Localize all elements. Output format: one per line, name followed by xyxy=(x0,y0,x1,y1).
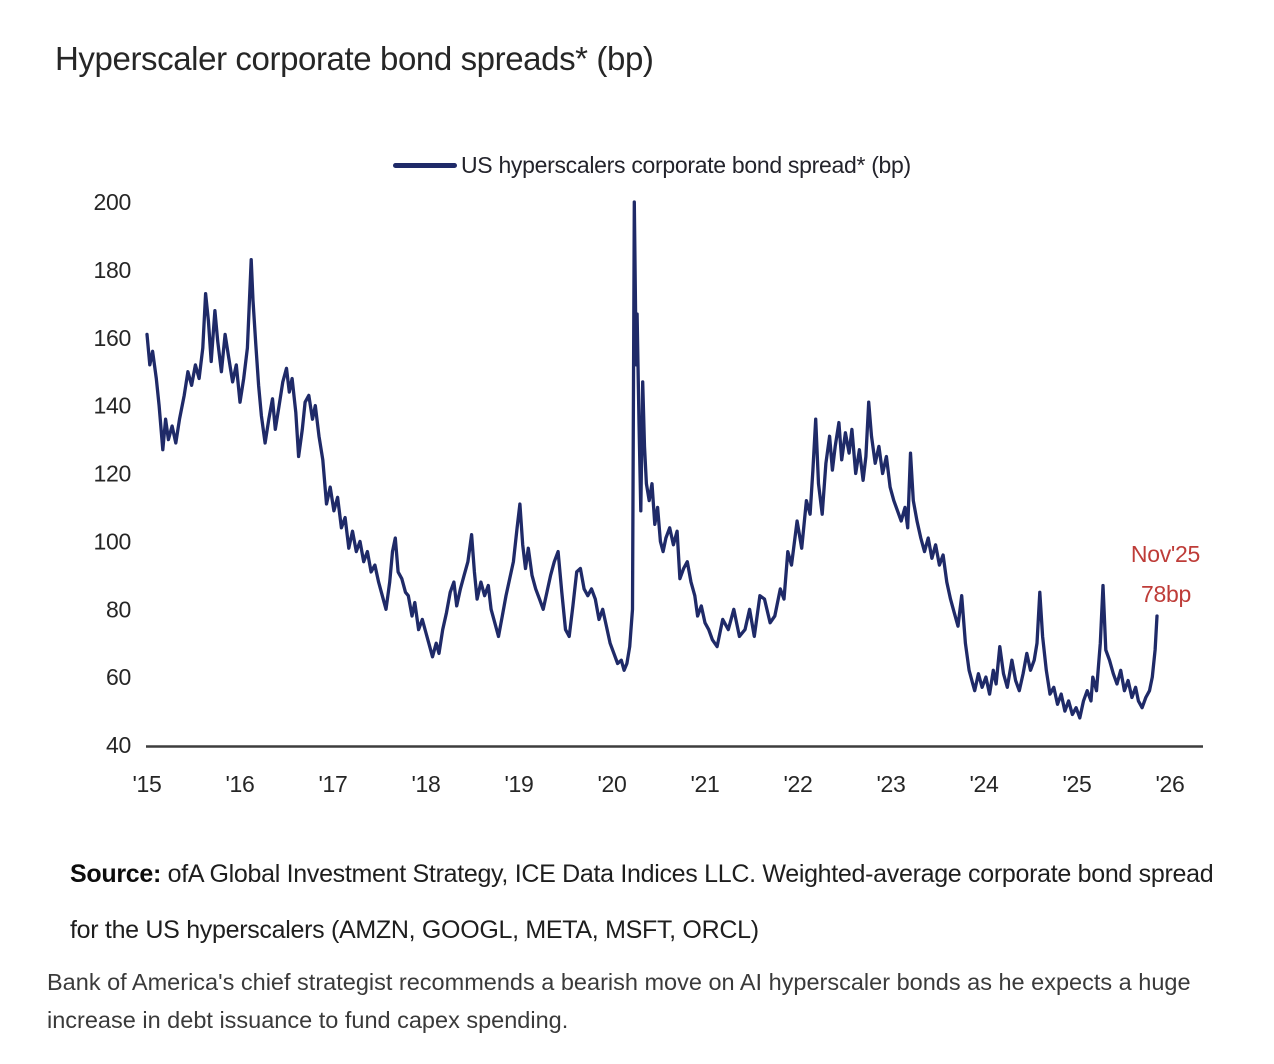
spread-line-series xyxy=(145,200,1159,720)
chart-title: Hyperscaler corporate bond spreads* (bp) xyxy=(55,40,654,77)
article-caption: Bank of America's chief strategist recom… xyxy=(47,969,1191,1033)
y-tick-140: 140 xyxy=(94,393,131,419)
chart-legend: US hyperscalers corporate bond spread* (… xyxy=(393,151,911,178)
x-tick-2026: '26 xyxy=(1155,771,1184,797)
x-tick-2016: '16 xyxy=(225,771,254,797)
y-axis-labels: 200 180 160 140 120 100 80 60 40 xyxy=(94,189,132,758)
legend-line-swatch xyxy=(393,162,457,168)
y-tick-200: 200 xyxy=(94,189,131,215)
y-tick-120: 120 xyxy=(94,461,131,487)
y-tick-60: 60 xyxy=(106,664,131,690)
y-tick-100: 100 xyxy=(94,528,131,554)
source-text: ofA Global Investment Strategy, ICE Data… xyxy=(70,860,1214,944)
legend-label: US hyperscalers corporate bond spread* (… xyxy=(461,151,911,178)
x-tick-2019: '19 xyxy=(504,771,533,797)
x-axis-labels: '15 '16 '17 '18 '19 '20 '21 '22 '23 '24 '25 '26 xyxy=(132,771,1184,797)
annotation-nov25-label: Nov'25 xyxy=(1131,541,1200,567)
annotation-78bp-label: 78bp xyxy=(1141,581,1191,607)
y-tick-180: 180 xyxy=(94,257,131,283)
x-tick-2017: '17 xyxy=(318,771,347,797)
x-tick-2025: '25 xyxy=(1062,771,1091,797)
x-tick-2020: '20 xyxy=(597,771,626,797)
x-tick-2021: '21 xyxy=(690,771,719,797)
x-tick-2015: '15 xyxy=(132,771,161,797)
y-tick-80: 80 xyxy=(106,596,131,622)
x-tick-2022: '22 xyxy=(783,771,812,797)
y-tick-40: 40 xyxy=(106,732,131,758)
x-tick-2024: '24 xyxy=(969,771,999,797)
y-tick-160: 160 xyxy=(94,325,131,351)
x-tick-2023: '23 xyxy=(876,771,905,797)
source-note: Source: ofA Global Investment Strategy, … xyxy=(70,846,1220,958)
x-tick-2018: '18 xyxy=(411,771,440,797)
source-prefix: Source: xyxy=(70,860,161,888)
